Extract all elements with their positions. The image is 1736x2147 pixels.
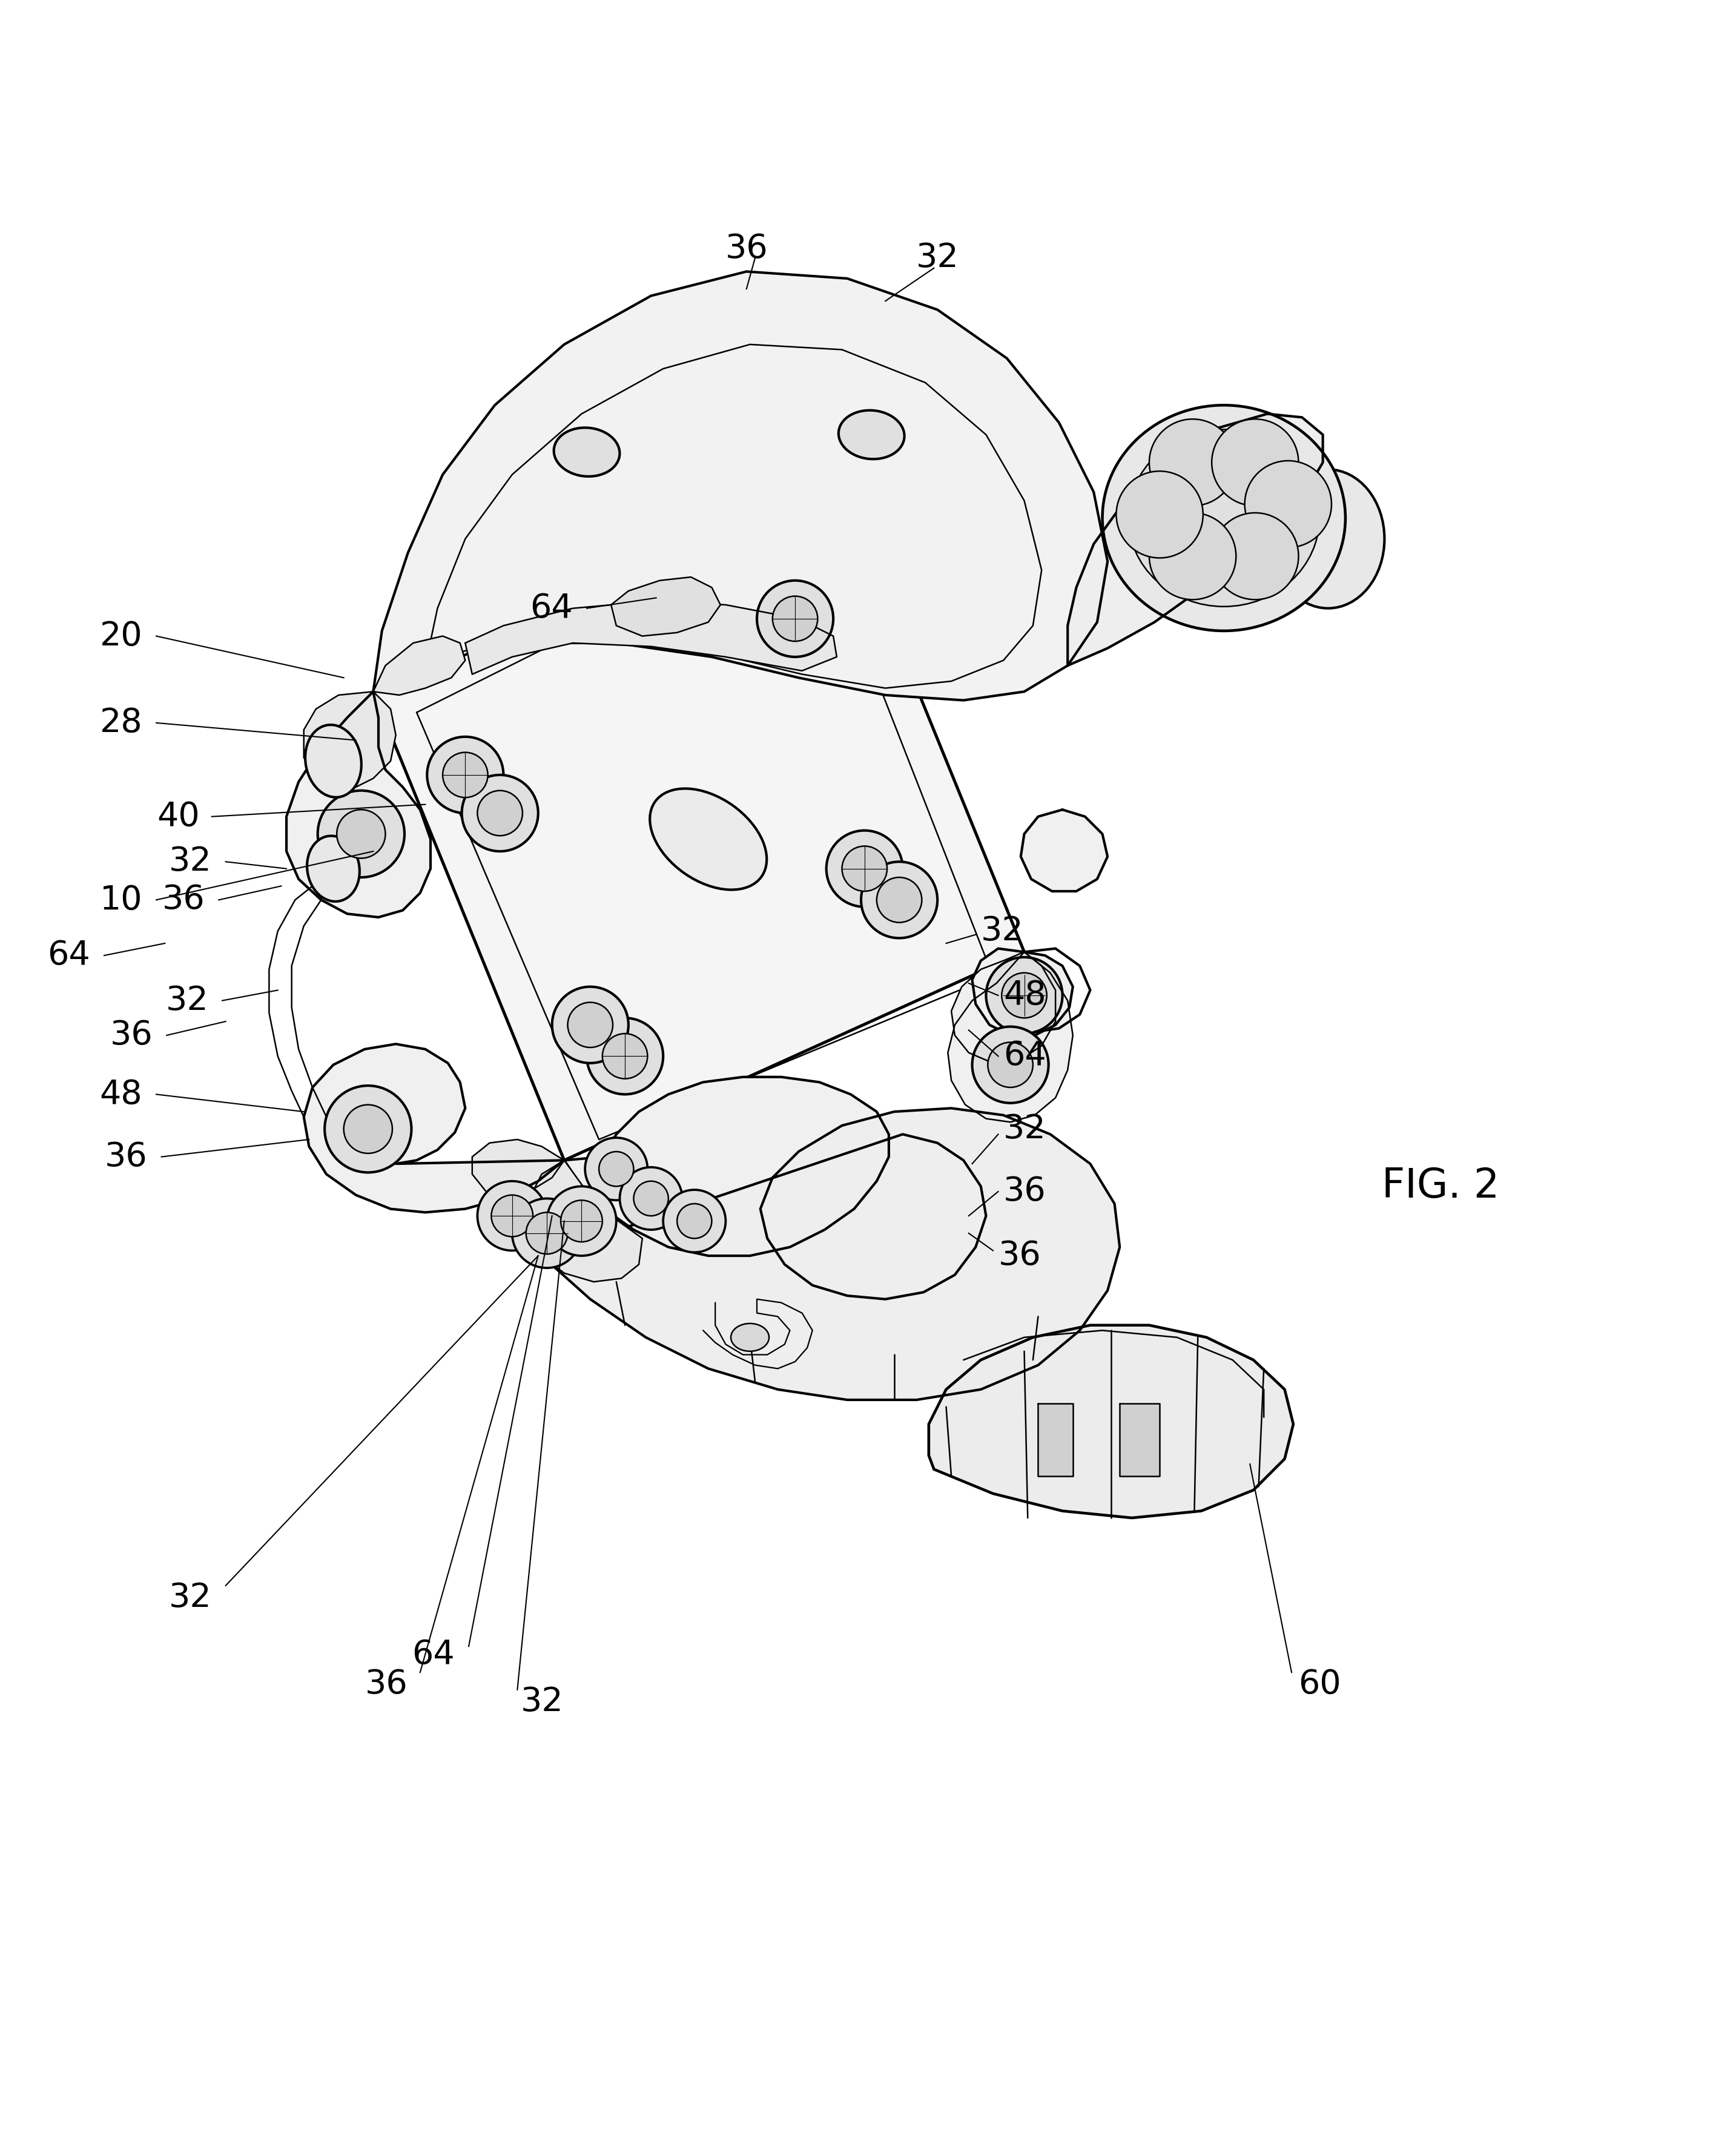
Polygon shape <box>948 951 1073 1123</box>
Circle shape <box>443 751 488 797</box>
Polygon shape <box>304 691 396 788</box>
Circle shape <box>561 1200 602 1241</box>
Ellipse shape <box>307 835 359 902</box>
Circle shape <box>599 1151 634 1187</box>
Text: 36: 36 <box>726 232 767 266</box>
Text: 40: 40 <box>156 801 200 833</box>
Ellipse shape <box>838 410 904 459</box>
Polygon shape <box>929 1325 1293 1518</box>
Circle shape <box>620 1168 682 1230</box>
Text: 32: 32 <box>168 846 212 878</box>
Circle shape <box>512 1198 582 1269</box>
Circle shape <box>757 580 833 657</box>
Polygon shape <box>465 601 837 674</box>
Text: FIG. 2: FIG. 2 <box>1382 1166 1500 1207</box>
Ellipse shape <box>649 788 767 889</box>
Circle shape <box>634 1181 668 1215</box>
Polygon shape <box>972 949 1073 1035</box>
Text: 36: 36 <box>998 1239 1042 1273</box>
Circle shape <box>1149 419 1236 507</box>
Polygon shape <box>564 1078 889 1256</box>
Circle shape <box>988 1041 1033 1086</box>
Circle shape <box>986 958 1062 1033</box>
Circle shape <box>842 846 887 891</box>
Text: 60: 60 <box>1299 1668 1342 1700</box>
Circle shape <box>526 1213 568 1254</box>
Text: 64: 64 <box>47 938 90 973</box>
Polygon shape <box>472 1140 564 1198</box>
Circle shape <box>826 831 903 906</box>
Polygon shape <box>611 578 720 636</box>
Text: 36: 36 <box>104 1140 148 1172</box>
Circle shape <box>477 1181 547 1250</box>
Circle shape <box>318 790 404 878</box>
Text: 64: 64 <box>411 1638 455 1670</box>
Circle shape <box>585 1138 648 1200</box>
Circle shape <box>602 1033 648 1078</box>
Circle shape <box>1116 470 1203 558</box>
Text: 36: 36 <box>365 1668 408 1700</box>
Ellipse shape <box>731 1323 769 1350</box>
Text: 64: 64 <box>529 593 573 625</box>
Circle shape <box>587 1018 663 1095</box>
Polygon shape <box>1021 809 1108 891</box>
Circle shape <box>677 1204 712 1239</box>
Text: 32: 32 <box>917 240 958 275</box>
Circle shape <box>663 1189 726 1252</box>
Circle shape <box>861 861 937 938</box>
Circle shape <box>547 1187 616 1256</box>
Ellipse shape <box>1102 406 1345 631</box>
Circle shape <box>337 809 385 859</box>
Circle shape <box>462 775 538 852</box>
Circle shape <box>552 988 628 1063</box>
Polygon shape <box>529 1159 642 1282</box>
Text: 36: 36 <box>109 1020 153 1052</box>
Circle shape <box>972 1026 1049 1104</box>
Text: 32: 32 <box>165 983 208 1018</box>
Ellipse shape <box>306 726 361 797</box>
Polygon shape <box>1068 414 1323 666</box>
Circle shape <box>1245 462 1332 547</box>
Text: 36: 36 <box>161 885 205 917</box>
Ellipse shape <box>554 427 620 477</box>
Text: 32: 32 <box>981 915 1024 947</box>
Text: 28: 28 <box>99 706 142 739</box>
Circle shape <box>325 1086 411 1172</box>
Polygon shape <box>951 951 1055 1063</box>
Circle shape <box>1002 973 1047 1018</box>
Text: 32: 32 <box>168 1582 212 1615</box>
Polygon shape <box>373 483 1024 1159</box>
Circle shape <box>477 790 523 835</box>
Polygon shape <box>1120 1404 1160 1477</box>
Polygon shape <box>286 691 431 917</box>
Circle shape <box>773 597 818 642</box>
Text: 48: 48 <box>99 1078 142 1110</box>
Text: 32: 32 <box>1003 1112 1047 1144</box>
Circle shape <box>568 1003 613 1048</box>
Polygon shape <box>304 1043 564 1213</box>
Polygon shape <box>373 636 465 696</box>
Text: 32: 32 <box>521 1685 564 1718</box>
Text: 64: 64 <box>1003 1039 1047 1074</box>
Circle shape <box>1149 513 1236 599</box>
Circle shape <box>877 878 922 923</box>
Ellipse shape <box>1128 429 1319 608</box>
Polygon shape <box>1038 1404 1073 1477</box>
Text: 48: 48 <box>1003 979 1047 1011</box>
Circle shape <box>344 1106 392 1153</box>
Text: 20: 20 <box>99 620 142 653</box>
Circle shape <box>1212 419 1299 507</box>
Text: 10: 10 <box>99 885 142 917</box>
Text: 36: 36 <box>1003 1174 1047 1209</box>
Ellipse shape <box>1272 470 1385 608</box>
Circle shape <box>1212 513 1299 599</box>
Polygon shape <box>542 1108 1120 1400</box>
Circle shape <box>427 736 503 814</box>
Polygon shape <box>373 271 1108 700</box>
Circle shape <box>491 1196 533 1237</box>
